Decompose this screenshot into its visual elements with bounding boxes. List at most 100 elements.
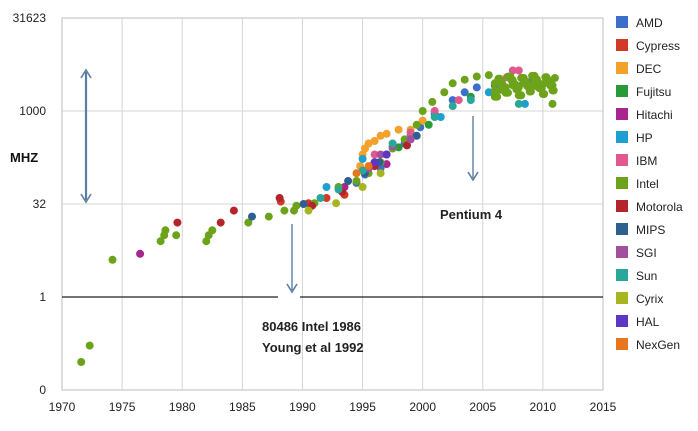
x-tick-label: 1980 <box>169 400 196 414</box>
legend-label: HAL <box>636 315 660 329</box>
legend-swatch <box>616 315 628 327</box>
data-point-intel <box>418 107 427 115</box>
annotation-mask <box>278 294 300 308</box>
data-point-intel <box>506 72 515 81</box>
legend-swatch <box>616 177 628 189</box>
x-axis-ticks: 1970 1975 1980 1985 1990 1995 2000 2005 2010 2015 <box>49 400 617 414</box>
legend-swatch <box>616 269 628 281</box>
data-point-cyrix <box>376 169 385 178</box>
data-point-intel <box>530 71 539 80</box>
data-point-dec <box>382 129 391 138</box>
data-point-hitachi <box>382 160 391 169</box>
legend-swatch <box>616 85 628 97</box>
data-points <box>77 66 559 366</box>
data-point-intel <box>501 83 510 92</box>
legend-label: NexGen <box>636 338 680 352</box>
data-point-intel <box>495 74 504 83</box>
data-point-fujitsu <box>394 143 403 152</box>
data-point-intel <box>440 88 449 97</box>
legend-swatch <box>616 39 628 51</box>
legend-label: Fujitsu <box>636 85 671 99</box>
data-point-intel <box>490 86 499 95</box>
data-point-sun <box>316 194 325 202</box>
data-point-intel <box>460 75 469 84</box>
x-tick-label: 2015 <box>590 400 617 414</box>
data-point-motorola <box>403 141 411 150</box>
legend-swatch <box>616 154 628 166</box>
x-tick-label: 2000 <box>409 400 436 414</box>
data-point-hp <box>484 88 493 97</box>
data-point-intel <box>517 91 526 100</box>
data-point-intel <box>244 218 253 227</box>
legend-swatch <box>616 108 628 120</box>
data-point-hal <box>382 150 391 159</box>
data-point-amd <box>472 83 481 92</box>
data-point-motorola <box>229 206 238 215</box>
legend-swatch <box>616 338 628 350</box>
legend-label: Sun <box>636 269 657 283</box>
y-tick-label: 1000 <box>19 104 46 118</box>
data-point-intel <box>77 358 86 366</box>
data-point-ibm <box>514 66 523 75</box>
data-point-intel <box>428 97 437 106</box>
x-tick-label: 1985 <box>229 400 256 414</box>
data-point-dec <box>364 139 373 148</box>
annotations: Pentium 4 80486 Intel 1986 Young et al 199… <box>262 207 503 355</box>
legend-label: HP <box>636 131 653 145</box>
annotation-text: Pentium 4 <box>440 207 503 222</box>
y-tick-label: 0 <box>39 383 46 397</box>
y-tick-label: 32 <box>33 197 47 211</box>
data-point-sgi <box>406 135 415 144</box>
data-point-intel <box>400 135 409 144</box>
legend-label: DEC <box>636 62 662 76</box>
legend-label: Motorola <box>636 200 683 214</box>
data-point-dec <box>370 137 379 145</box>
data-point-sun <box>388 139 397 148</box>
legend-label: SGI <box>636 246 657 260</box>
data-point-intel <box>208 226 217 235</box>
data-point-intel <box>202 237 211 246</box>
data-point-ibm <box>508 66 517 75</box>
legend-swatch <box>616 131 628 143</box>
y-tick-label: 31623 <box>13 11 47 25</box>
legend-swatch <box>616 246 628 258</box>
data-point-mips <box>412 131 421 140</box>
data-point-intel <box>448 79 457 88</box>
data-point-dec <box>418 116 427 125</box>
data-point-intel <box>352 177 361 185</box>
legend: AMD Cypress DEC Fujitsu Hitachi HP IBM Intel Mot… <box>616 16 683 352</box>
data-point-intel <box>292 201 301 210</box>
data-point-hp <box>436 113 445 121</box>
legend-swatch <box>616 200 628 212</box>
legend-label: IBM <box>636 154 657 168</box>
data-point-intel <box>546 77 555 85</box>
data-point-amd <box>460 88 469 97</box>
data-point-intel <box>161 226 170 235</box>
data-point-sun <box>466 96 475 105</box>
data-point-hp <box>358 154 367 163</box>
data-point-intel <box>156 237 165 246</box>
y-axis-label: MHZ <box>10 150 38 165</box>
data-point-cyrix <box>358 183 367 191</box>
x-tick-label: 2010 <box>530 400 557 414</box>
data-point-hp <box>520 99 529 108</box>
annotation-text: 80486 Intel 1986 <box>262 319 361 334</box>
range-arrow-head-bottom <box>80 193 92 204</box>
data-point-nexgen <box>364 162 373 171</box>
data-point-cypress <box>322 194 331 202</box>
legend-label: Intel <box>636 177 659 191</box>
x-tick-label: 1975 <box>109 400 136 414</box>
data-point-hitachi <box>136 249 145 258</box>
data-point-motorola <box>216 218 225 227</box>
data-point-intel <box>172 231 181 240</box>
data-point-sun <box>448 102 457 111</box>
data-point-sun <box>334 185 343 194</box>
x-tick-label: 1990 <box>289 400 316 414</box>
legend-swatch <box>616 62 628 74</box>
y-tick-label: 1 <box>39 290 46 304</box>
data-point-motorola <box>275 194 284 202</box>
annotation-text: Young et al 1992 <box>262 340 364 355</box>
data-point-dec <box>394 125 403 134</box>
data-point-nexgen <box>352 169 361 178</box>
80486-arrow-head <box>286 283 298 294</box>
